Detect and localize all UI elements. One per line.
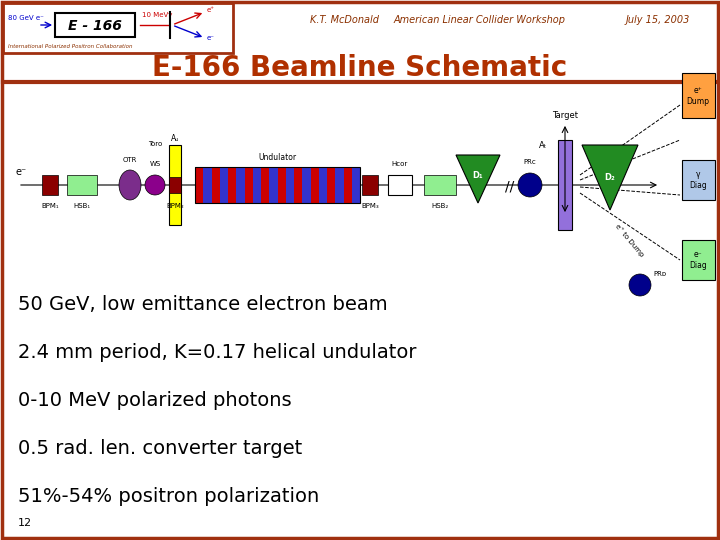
Bar [261,167,269,203]
Text: e⁺ to Dump: e⁺ to Dump [614,222,646,258]
Circle shape [518,173,542,197]
Bar [294,167,302,203]
Bar [212,167,220,203]
Text: Target: Target [552,111,578,120]
Polygon shape [582,145,638,210]
Circle shape [629,274,651,296]
Bar [327,167,336,203]
Text: e⁺: e⁺ [207,7,215,13]
Text: E-166 Beamline Schematic: E-166 Beamline Schematic [153,54,567,82]
Bar [203,167,212,203]
Bar [195,167,203,203]
Bar [343,167,352,203]
Bar [424,175,456,195]
Bar [302,167,310,203]
Circle shape [145,175,165,195]
Text: 12: 12 [18,518,32,528]
Bar [3,3,233,53]
Bar [362,175,378,195]
Text: 80 GeV e⁻: 80 GeV e⁻ [8,15,44,21]
Text: e⁻: e⁻ [15,167,26,177]
Text: e⁻
Diag: e⁻ Diag [689,251,707,269]
Bar [169,177,181,193]
Bar [228,167,236,203]
Text: Hcor: Hcor [392,161,408,167]
Text: K.T. McDonald: K.T. McDonald [310,15,379,25]
Bar [195,167,360,203]
Text: D₂: D₂ [605,172,616,181]
Polygon shape [456,155,500,203]
Bar [169,145,181,225]
Bar [682,240,715,280]
Text: 10 MeVγ: 10 MeVγ [142,12,172,18]
Text: PRᴅ: PRᴅ [653,271,666,277]
Bar [220,167,228,203]
Text: D₁: D₁ [473,171,483,179]
Ellipse shape [119,170,141,200]
Text: Aₜ: Aₜ [539,141,547,150]
Text: HSB₂: HSB₂ [431,203,449,209]
Bar [245,167,253,203]
Text: BPM₃: BPM₃ [361,203,379,209]
Bar [277,167,286,203]
Bar [269,167,277,203]
Bar [236,167,245,203]
Text: July 15, 2003: July 15, 2003 [626,15,690,25]
Bar [558,140,572,230]
Text: //: // [505,180,515,194]
Text: E - 166: E - 166 [68,19,122,33]
Text: e⁺
Dump: e⁺ Dump [686,86,709,106]
Text: e⁻: e⁻ [207,35,215,41]
Bar [682,73,715,118]
Text: 0.5 rad. len. converter target: 0.5 rad. len. converter target [18,439,302,458]
Bar [388,175,412,195]
Bar [682,160,715,200]
Text: Toro: Toro [148,141,162,147]
Bar [42,175,58,195]
Bar [286,167,294,203]
Text: 2.4 mm period, K=0.17 helical undulator: 2.4 mm period, K=0.17 helical undulator [18,343,416,362]
Text: HSB₁: HSB₁ [73,203,91,209]
Text: WS: WS [149,161,161,167]
Text: American Linear Collider Workshop: American Linear Collider Workshop [394,15,566,25]
Text: OTR: OTR [123,157,138,163]
Text: BPM₂: BPM₂ [166,203,184,209]
Bar [310,167,319,203]
Bar [67,175,97,195]
Text: Aᵤ: Aᵤ [171,134,179,143]
Text: γ
Diag: γ Diag [689,170,707,190]
Bar [352,167,360,203]
Text: Undulator: Undulator [258,153,297,162]
Text: 0-10 MeV polarized photons: 0-10 MeV polarized photons [18,391,292,410]
Text: PRᴄ: PRᴄ [523,159,536,165]
Bar [319,167,327,203]
Text: 50 GeV, low emittance electron beam: 50 GeV, low emittance electron beam [18,295,387,314]
Text: 51%-54% positron polarization: 51%-54% positron polarization [18,487,319,506]
Bar [55,13,135,37]
Text: BPM₁: BPM₁ [41,203,59,209]
Text: International Polarized Positron Collaboration: International Polarized Positron Collabo… [8,44,132,49]
Bar [253,167,261,203]
Bar [336,167,343,203]
